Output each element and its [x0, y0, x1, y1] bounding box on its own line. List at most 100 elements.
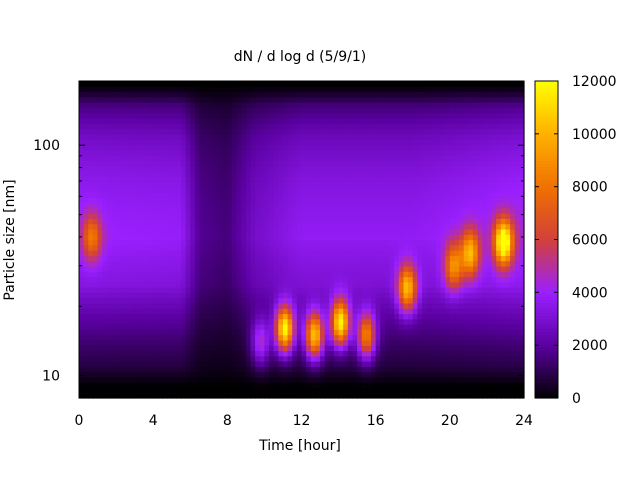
heatmap-cell — [278, 197, 284, 204]
heatmap-cell — [250, 91, 256, 98]
heatmap-cell — [292, 191, 298, 198]
heatmap-cell — [343, 123, 349, 130]
heatmap-cell — [357, 133, 363, 140]
heatmap-cell — [125, 128, 131, 135]
heatmap-cell — [213, 329, 219, 336]
heatmap-cell — [449, 382, 456, 389]
heatmap-cell — [102, 313, 108, 320]
heatmap-cell — [106, 318, 113, 325]
heatmap-cell — [208, 96, 215, 103]
heatmap-cell — [273, 186, 279, 193]
heatmap-cell — [454, 355, 460, 362]
heatmap-cell — [394, 191, 400, 198]
heatmap-cell — [241, 234, 247, 241]
heatmap-cell — [282, 154, 289, 161]
heatmap-cell — [269, 308, 275, 315]
heatmap-cell — [208, 265, 215, 272]
heatmap-cell — [315, 234, 321, 241]
heatmap-cell — [106, 128, 113, 135]
heatmap-cell — [431, 112, 437, 119]
heatmap-cell — [384, 250, 391, 256]
heatmap-cell — [324, 324, 330, 330]
heatmap-cell — [366, 239, 372, 246]
heatmap-cell — [361, 107, 367, 114]
heatmap-cell — [255, 107, 261, 114]
heatmap-cell — [208, 371, 215, 378]
heatmap-cell — [139, 376, 145, 383]
heatmap-cell — [204, 234, 210, 241]
heatmap-cell — [185, 123, 191, 130]
heatmap-cell — [125, 366, 131, 373]
heatmap-cell — [412, 149, 418, 156]
heatmap-cell — [236, 392, 242, 399]
heatmap-cell — [111, 355, 117, 362]
heatmap-cell — [236, 308, 242, 315]
heatmap-cell — [375, 191, 381, 198]
heatmap-cell — [227, 392, 233, 399]
heatmap-cell — [389, 281, 395, 288]
heatmap-cell — [403, 350, 409, 357]
heatmap-cell — [213, 281, 219, 288]
heatmap-cell — [176, 350, 182, 357]
heatmap-cell — [282, 334, 289, 341]
heatmap-cell — [236, 313, 242, 320]
heatmap-cell — [459, 160, 465, 167]
heatmap-cell — [333, 345, 340, 352]
heatmap-cell — [218, 160, 224, 167]
heatmap-cell — [435, 281, 442, 288]
heatmap-cell — [431, 376, 437, 383]
heatmap-cell — [176, 287, 182, 293]
heatmap-cell — [222, 334, 228, 341]
heatmap-cell — [435, 392, 442, 399]
heatmap-cell — [408, 324, 414, 330]
heatmap-cell — [394, 202, 400, 209]
heatmap-cell — [153, 345, 159, 352]
heatmap-cell — [426, 197, 432, 204]
heatmap-cell — [394, 276, 400, 283]
heatmap-cell — [352, 339, 358, 346]
heatmap-cell — [371, 181, 377, 188]
heatmap-cell — [449, 234, 456, 241]
heatmap-cell — [380, 361, 386, 367]
heatmap-cell — [292, 176, 298, 182]
heatmap-cell — [148, 165, 154, 172]
heatmap-cell — [125, 302, 131, 309]
heatmap-cell — [292, 250, 298, 256]
heatmap-cell — [357, 292, 363, 299]
heatmap-cell — [83, 281, 89, 288]
heatmap-cell — [264, 271, 270, 278]
heatmap-cell — [273, 102, 279, 109]
heatmap-cell — [324, 355, 330, 362]
heatmap-cell — [329, 202, 335, 209]
heatmap-cell — [408, 144, 414, 151]
heatmap-cell — [79, 228, 85, 235]
heatmap-cell — [171, 244, 177, 251]
heatmap-cell — [111, 382, 117, 389]
heatmap-cell — [241, 207, 247, 214]
heatmap-cell — [157, 318, 164, 325]
heatmap-cell — [403, 154, 409, 161]
heatmap-cell — [231, 218, 238, 225]
heatmap-cell — [375, 302, 381, 309]
heatmap-cell — [431, 318, 437, 325]
heatmap-cell — [264, 128, 270, 135]
heatmap-cell — [380, 154, 386, 161]
heatmap-cell — [329, 297, 335, 304]
heatmap-cell — [185, 376, 191, 383]
heatmap-cell — [190, 202, 196, 209]
heatmap-cell — [157, 186, 164, 193]
heatmap-cell — [180, 234, 187, 241]
heatmap-cell — [338, 165, 344, 172]
heatmap-cell — [282, 308, 289, 315]
heatmap-cell — [306, 281, 312, 288]
heatmap-cell — [167, 223, 173, 230]
heatmap-cell — [343, 255, 349, 262]
heatmap-cell — [259, 376, 266, 383]
heatmap-cell — [199, 213, 205, 219]
heatmap-cell — [139, 239, 145, 246]
heatmap-cell — [204, 276, 210, 283]
heatmap-cell — [459, 102, 465, 109]
heatmap-cell — [408, 91, 414, 98]
heatmap-cell — [120, 102, 126, 109]
heatmap-cell — [426, 255, 432, 262]
